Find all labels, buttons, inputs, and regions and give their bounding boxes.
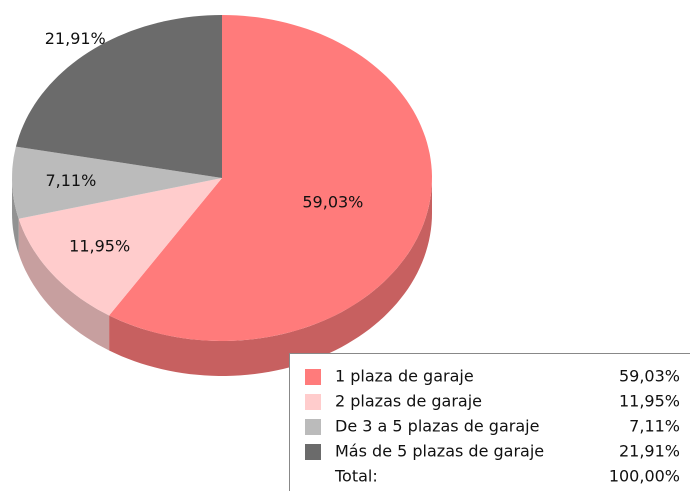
pie-side (109, 178, 432, 376)
legend-label: 2 plazas de garaje (335, 392, 482, 411)
legend-total-value: 100,00% (609, 467, 680, 486)
legend-total-label: Total: (334, 467, 378, 486)
pie-slice (12, 146, 222, 219)
data-label: 7,11% (45, 171, 96, 190)
legend-value: 59,03% (619, 367, 680, 386)
legend-label: 1 plaza de garaje (335, 367, 474, 386)
legend-label: Más de 5 plazas de garaje (335, 442, 544, 461)
legend-swatch (305, 369, 321, 385)
pie-slice (15, 15, 223, 178)
legend-value: 7,11% (629, 417, 680, 436)
legend-value: 11,95% (619, 392, 680, 411)
legend-value: 21,91% (619, 442, 680, 461)
legend-swatch (305, 394, 321, 410)
data-label: 11,95% (69, 236, 130, 255)
data-label: 21,91% (45, 29, 106, 48)
pie-slice (109, 15, 432, 341)
pie-side (12, 178, 19, 254)
pie-side (18, 218, 110, 351)
data-label: 59,03% (302, 193, 363, 212)
pie-slice (18, 178, 223, 316)
legend-swatch (305, 444, 321, 460)
legend-swatch (305, 419, 321, 435)
legend-box (289, 353, 690, 491)
legend-label: De 3 a 5 plazas de garaje (335, 417, 539, 436)
